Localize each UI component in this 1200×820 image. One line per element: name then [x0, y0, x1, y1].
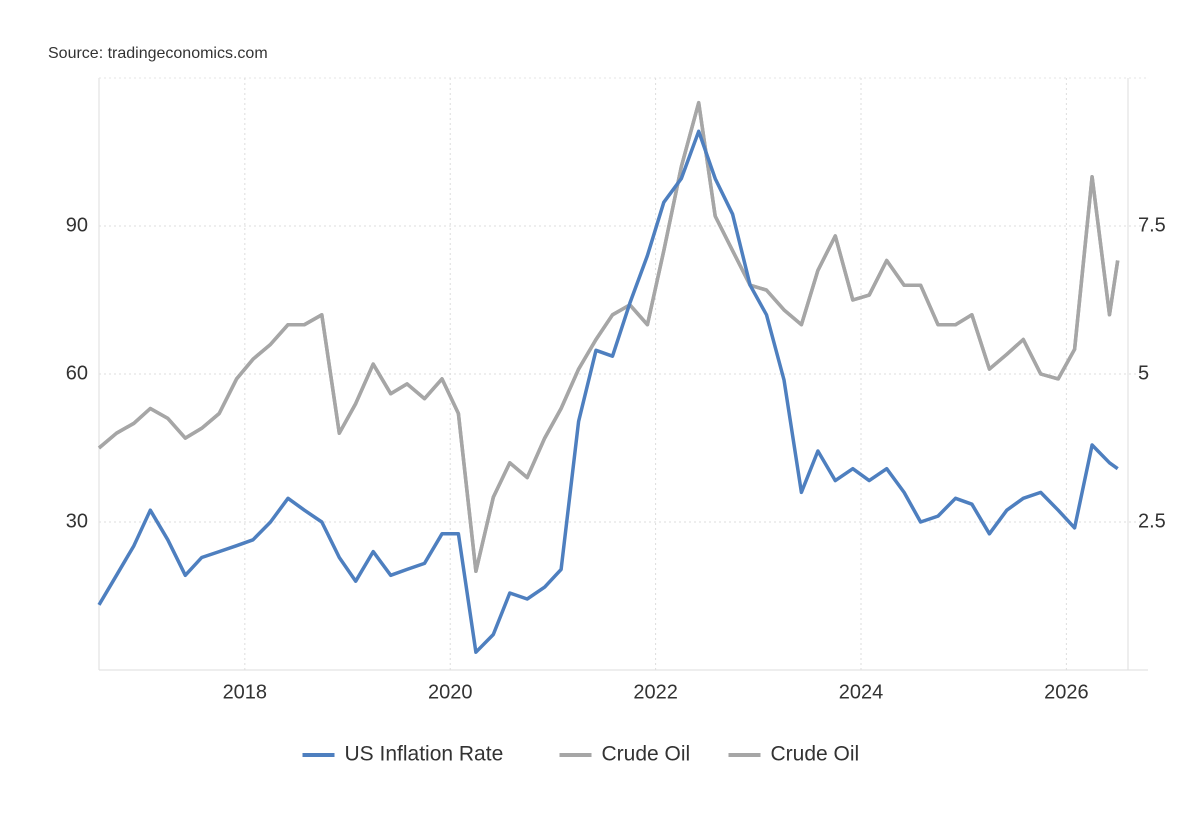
legend-label: Crude Oil	[602, 743, 691, 766]
y-tick-label: 30	[66, 510, 88, 532]
x-tick-label: 2020	[428, 681, 473, 703]
y2-tick-label: 2.5	[1138, 510, 1166, 532]
legend-label: US Inflation Rate	[345, 743, 504, 766]
series-line	[97, 100, 1120, 574]
legend-label: Crude Oil	[771, 743, 860, 766]
y2-tick-label: 7.5	[1138, 214, 1166, 236]
y-tick-label: 60	[66, 362, 88, 384]
x-tick-label: 2024	[839, 681, 884, 703]
source: Source: tradingeconomics.com	[48, 45, 268, 62]
y-tick-label: 90	[66, 214, 88, 236]
y2-tick-label: 5	[1138, 362, 1149, 384]
x-tick-label: 2022	[633, 681, 678, 703]
series-line	[97, 129, 1119, 654]
x-tick-label: 2026	[1044, 681, 1089, 703]
x-tick-label: 2018	[223, 681, 268, 703]
